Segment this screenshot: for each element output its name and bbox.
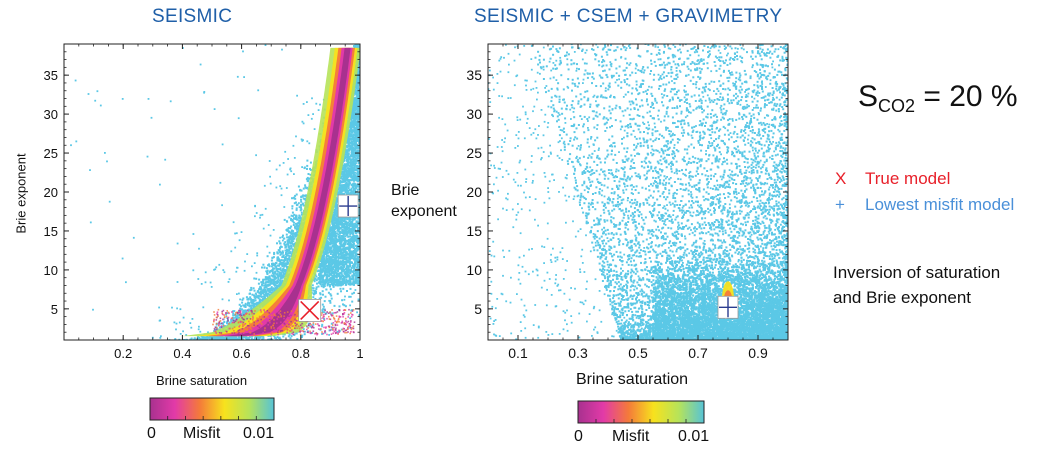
legend-lowest-marker: +: [835, 195, 865, 215]
sco2-subscript: CO2: [878, 96, 915, 116]
chart2-ytick-label: 35: [466, 67, 482, 83]
chart1-ytick-label: 35: [44, 68, 58, 83]
chart2-ytick-label: 10: [466, 262, 482, 278]
chart1-ytick-label: 20: [44, 185, 58, 200]
chart2-ytick-label: 15: [466, 223, 482, 239]
chart2-xtick-label: 0.1: [508, 345, 528, 361]
chart2-points: [488, 44, 788, 340]
chart1-ytick-label: 25: [44, 146, 58, 161]
chart1-xtick-label: 0.6: [233, 346, 251, 361]
chart2-xtick-label: 0.5: [628, 345, 648, 361]
chart2-ylabel-line2: exponent: [391, 203, 457, 221]
colorbar1-label: Misfit: [183, 425, 220, 443]
chart2-plot: 0.1 0.3 0.5 0.7 0.9 5 10 15 20 25 30 35: [466, 43, 789, 361]
chart2-ytick-label: 5: [474, 301, 482, 317]
chart2-title: SEISMIC + CSEM + GRAVIMETRY: [474, 6, 782, 28]
chart2-ytick-label: 20: [466, 184, 482, 200]
colorbar1: [149, 397, 275, 421]
chart1-xtick-label: 1: [356, 346, 363, 361]
chart1-misfit-band: [181, 47, 360, 337]
chart2-xtick-label: 0.3: [568, 345, 588, 361]
sco2-label: SCO2 = 20 %: [858, 80, 1018, 117]
chart2-xlabel: Brine saturation: [576, 371, 688, 389]
chart1-ytick-label: 15: [44, 224, 58, 239]
chart1-ytick-label: 10: [44, 263, 58, 278]
chart1-xtick-label: 0.4: [173, 346, 191, 361]
chart1-ylabel: Brie exponent: [14, 139, 29, 249]
legend-true-label: True model: [865, 169, 950, 188]
colorbar2-max-label: 0.01: [678, 428, 709, 446]
chart2-ylabel-line1: Brie: [391, 182, 419, 200]
chart1-ytick-label: 5: [51, 302, 58, 317]
inversion-note: Inversion of saturation and Brie exponen…: [833, 260, 1000, 310]
chart2-xtick-label: 0.9: [748, 345, 768, 361]
chart1-title: SEISMIC: [152, 6, 232, 28]
colorbar1-min-label: 0: [147, 425, 156, 443]
chart1-xtick-label: 0.2: [114, 346, 132, 361]
colorbar2: [577, 400, 705, 424]
chart1-points: [70, 44, 360, 340]
inversion-note-line1: Inversion of saturation: [833, 260, 1000, 285]
colorbar2-label: Misfit: [612, 428, 649, 446]
chart2-frame: [487, 43, 789, 341]
true-model-marker: [298, 298, 322, 322]
chart2-ytick-label: 30: [466, 106, 482, 122]
sco2-base: S: [858, 80, 878, 113]
chart1-xtick-label: 0.8: [292, 346, 310, 361]
lowest-misfit-marker: [337, 194, 359, 218]
legend-lowest-label: Lowest misfit model: [865, 195, 1014, 214]
inversion-note-line2: and Brie exponent: [833, 285, 1000, 310]
chart1-xlabel: Brine saturation: [156, 373, 247, 388]
legend-true-model: X True model: [835, 169, 950, 189]
colorbar1-max-label: 0.01: [243, 425, 274, 443]
legend-lowest-misfit: + Lowest misfit model: [835, 195, 1014, 215]
lowest-misfit-marker: [717, 295, 739, 319]
chart2-xtick-label: 0.7: [688, 345, 708, 361]
chart2-misfit-blob: [722, 281, 734, 318]
chart1-ytick-label: 30: [44, 107, 58, 122]
colorbar2-min-label: 0: [574, 428, 583, 446]
sco2-value: = 20 %: [915, 80, 1017, 113]
chart1-frame: [63, 43, 361, 341]
legend-true-marker: X: [835, 169, 865, 189]
chart2-ytick-label: 25: [466, 145, 482, 161]
